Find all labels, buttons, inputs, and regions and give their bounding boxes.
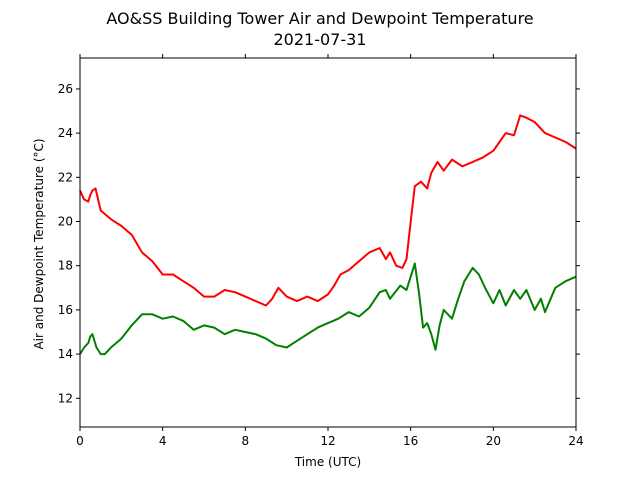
chart-subtitle: 2021-07-31 (274, 30, 367, 49)
y-tick-label: 24 (58, 126, 73, 140)
y-axis-label: Air and Dewpoint Temperature (°C) (32, 138, 46, 349)
y-tick-label: 20 (58, 215, 73, 229)
chart-title: AO&SS Building Tower Air and Dewpoint Te… (106, 9, 533, 28)
series-line-2 (79, 262, 577, 356)
plot-area: 0 4 8 12 16 20 24 12 14 16 18 20 22 24 26 (58, 54, 584, 448)
y-tick-label: 18 (58, 259, 73, 273)
series-line-1 (79, 114, 577, 307)
x-tick-label: 24 (568, 434, 583, 448)
x-tick-label: 0 (76, 434, 84, 448)
x-tick-label: 12 (320, 434, 335, 448)
y-tick-label: 12 (58, 391, 73, 405)
y-tick-label: 14 (58, 347, 73, 361)
y-tick-label: 16 (58, 303, 73, 317)
y-tick-label: 22 (58, 170, 73, 184)
x-tick-label: 4 (159, 434, 167, 448)
x-tick-label: 20 (486, 434, 501, 448)
x-axis-label: Time (UTC) (294, 455, 361, 469)
y-tick-label: 26 (58, 82, 73, 96)
x-tick-label: 16 (403, 434, 418, 448)
x-tick-label: 8 (242, 434, 250, 448)
plot-frame (79, 57, 577, 428)
